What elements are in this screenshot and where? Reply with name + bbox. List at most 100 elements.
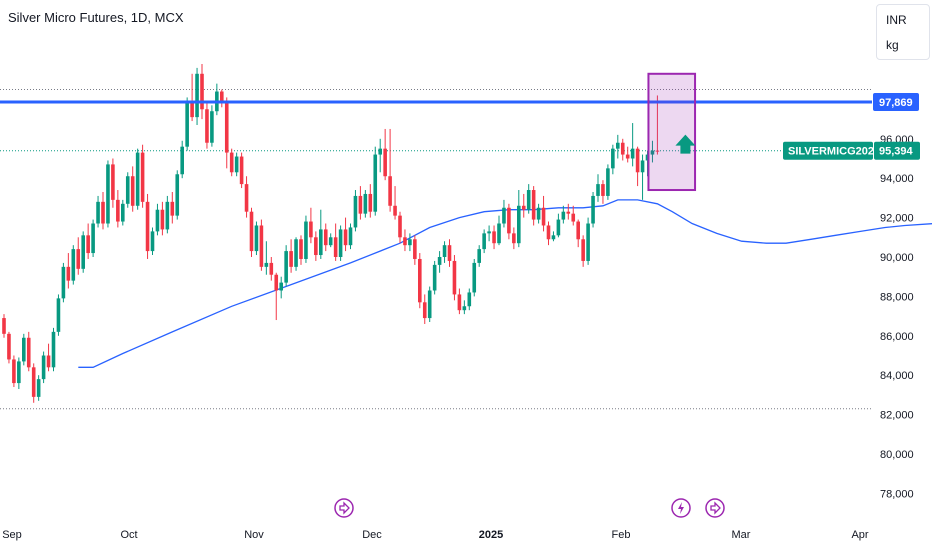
event-marker-left[interactable] xyxy=(334,498,354,518)
candle[interactable] xyxy=(56,294,61,336)
candle[interactable] xyxy=(66,253,71,289)
candle[interactable] xyxy=(111,158,115,208)
candle[interactable] xyxy=(76,237,81,275)
candle[interactable] xyxy=(427,286,432,323)
candle[interactable] xyxy=(22,333,26,366)
candle[interactable] xyxy=(249,207,254,257)
candle[interactable] xyxy=(150,227,155,256)
candle[interactable] xyxy=(398,211,402,244)
candle[interactable] xyxy=(239,152,244,189)
candle[interactable] xyxy=(160,201,165,236)
candle[interactable] xyxy=(526,184,531,214)
candle[interactable] xyxy=(477,245,481,267)
candle[interactable] xyxy=(259,219,264,271)
candle[interactable] xyxy=(185,97,189,151)
candle[interactable] xyxy=(383,128,387,181)
candle[interactable] xyxy=(413,235,417,265)
candle[interactable] xyxy=(437,251,442,273)
candle[interactable] xyxy=(229,148,234,177)
candle[interactable] xyxy=(650,140,655,163)
candle[interactable] xyxy=(606,164,610,200)
candle[interactable] xyxy=(487,225,491,242)
candle[interactable] xyxy=(314,231,318,261)
candle[interactable] xyxy=(7,331,11,364)
candle[interactable] xyxy=(551,231,556,242)
currency-unit-selector[interactable]: INR kg xyxy=(876,4,930,60)
candle[interactable] xyxy=(586,217,590,265)
candle[interactable] xyxy=(125,172,130,208)
candle[interactable] xyxy=(12,355,16,388)
candle[interactable] xyxy=(299,235,303,265)
candle[interactable] xyxy=(472,258,477,297)
candle[interactable] xyxy=(497,215,501,246)
candle[interactable] xyxy=(635,146,640,187)
candle[interactable] xyxy=(576,219,580,248)
candle[interactable] xyxy=(135,148,140,210)
candle[interactable] xyxy=(566,203,571,220)
candle[interactable] xyxy=(655,95,660,155)
candle[interactable] xyxy=(284,245,288,287)
candle[interactable] xyxy=(289,239,293,273)
candle[interactable] xyxy=(556,213,561,238)
candle[interactable] xyxy=(368,184,373,218)
candle[interactable] xyxy=(175,170,180,220)
candle[interactable] xyxy=(507,203,511,240)
candle[interactable] xyxy=(31,363,36,403)
candle[interactable] xyxy=(46,343,51,372)
currency-label[interactable]: INR xyxy=(886,13,907,27)
candle[interactable] xyxy=(388,128,392,212)
candle[interactable] xyxy=(205,101,209,149)
candle[interactable] xyxy=(130,166,135,212)
candle[interactable] xyxy=(61,262,66,303)
candle[interactable] xyxy=(319,209,323,259)
candle[interactable] xyxy=(264,241,269,275)
candle[interactable] xyxy=(363,190,368,218)
candle[interactable] xyxy=(140,144,145,208)
candle[interactable] xyxy=(630,123,635,167)
candle[interactable] xyxy=(596,174,600,202)
candle[interactable] xyxy=(106,160,110,228)
candle[interactable] xyxy=(215,83,219,116)
candle[interactable] xyxy=(71,245,76,285)
candle[interactable] xyxy=(338,225,343,261)
candle[interactable] xyxy=(224,97,229,169)
candle[interactable] xyxy=(121,199,125,226)
candle[interactable] xyxy=(170,191,175,224)
candle[interactable] xyxy=(353,190,358,232)
event-marker-right[interactable] xyxy=(705,498,725,518)
candle[interactable] xyxy=(210,105,214,147)
candle[interactable] xyxy=(482,229,486,254)
candle[interactable] xyxy=(323,223,328,252)
candle[interactable] xyxy=(378,138,382,173)
candle[interactable] xyxy=(41,351,46,384)
candle[interactable] xyxy=(422,294,427,324)
candle[interactable] xyxy=(616,134,620,159)
candle[interactable] xyxy=(625,146,630,163)
candle[interactable] xyxy=(220,89,224,108)
candle[interactable] xyxy=(91,219,95,257)
candle[interactable] xyxy=(531,186,536,226)
candle[interactable] xyxy=(234,152,239,177)
candle[interactable] xyxy=(358,186,363,220)
candle[interactable] xyxy=(452,255,457,301)
candle[interactable] xyxy=(432,260,437,295)
candle[interactable] xyxy=(165,195,170,234)
candle[interactable] xyxy=(2,314,6,338)
candle[interactable] xyxy=(343,217,348,252)
candle[interactable] xyxy=(442,241,447,263)
candle[interactable] xyxy=(116,190,120,228)
candle[interactable] xyxy=(269,257,274,281)
candle[interactable] xyxy=(541,195,546,232)
candle[interactable] xyxy=(521,193,526,218)
candle[interactable] xyxy=(195,67,199,126)
candle[interactable] xyxy=(200,63,204,120)
candle[interactable] xyxy=(408,233,412,252)
candle[interactable] xyxy=(502,199,506,228)
candle[interactable] xyxy=(640,154,645,200)
candle[interactable] xyxy=(373,146,378,216)
candle[interactable] xyxy=(244,176,249,218)
candle[interactable] xyxy=(517,190,521,248)
candle[interactable] xyxy=(333,223,338,261)
candle[interactable] xyxy=(274,272,279,321)
